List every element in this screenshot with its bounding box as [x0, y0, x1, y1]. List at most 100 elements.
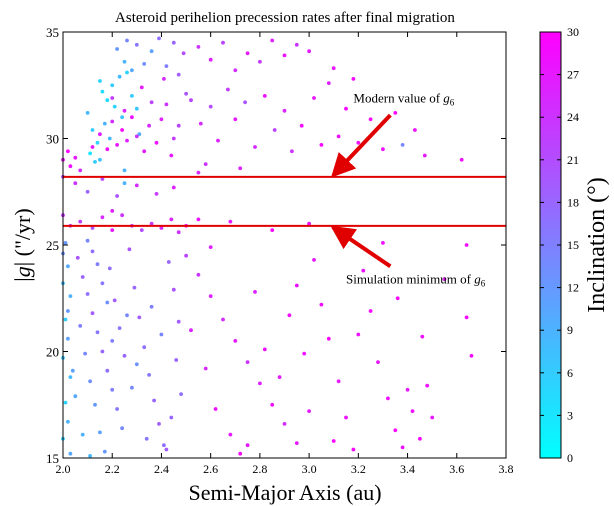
data-point — [294, 441, 299, 445]
data-point — [184, 91, 189, 96]
data-point — [142, 149, 147, 154]
data-point — [216, 138, 220, 143]
data-point — [326, 336, 331, 341]
data-point — [110, 83, 115, 88]
y-tick-label: 25 — [46, 238, 59, 253]
data-point — [102, 121, 107, 126]
data-point — [381, 147, 385, 152]
data-point — [344, 415, 348, 420]
data-point — [258, 59, 262, 64]
data-point — [144, 436, 149, 441]
data-point — [196, 170, 201, 175]
data-point — [179, 392, 184, 396]
data-point — [68, 294, 73, 298]
data-point — [110, 119, 115, 124]
data-point — [270, 38, 275, 43]
data-point — [107, 266, 112, 271]
data-point — [120, 115, 124, 120]
data-point — [258, 381, 262, 386]
data-point — [233, 339, 238, 343]
data-point — [105, 147, 110, 152]
data-point — [68, 451, 73, 456]
data-point — [221, 40, 225, 45]
data-point — [100, 349, 105, 354]
data-point — [282, 53, 287, 58]
data-point — [130, 385, 134, 390]
data-point — [381, 241, 385, 245]
colorbar-tick-label: 18 — [567, 195, 579, 209]
data-point — [245, 443, 250, 448]
data-point — [134, 362, 139, 367]
data-point — [312, 258, 316, 262]
data-point — [83, 351, 87, 356]
data-point — [73, 155, 78, 160]
data-point — [344, 106, 348, 111]
data-point — [122, 108, 127, 113]
data-point — [169, 415, 174, 420]
x-tick-label: 2.2 — [105, 462, 120, 476]
data-point — [152, 398, 157, 403]
data-point — [149, 221, 154, 226]
data-point — [171, 185, 176, 190]
data-point — [174, 358, 179, 362]
data-point — [400, 143, 405, 147]
data-point — [149, 100, 154, 105]
data-point — [166, 260, 171, 264]
x-tick-label: 2.4 — [154, 462, 169, 476]
data-point — [425, 383, 430, 388]
data-point — [459, 157, 464, 162]
data-point — [142, 345, 147, 350]
data-point — [125, 313, 129, 318]
data-point — [162, 443, 166, 448]
data-point — [226, 87, 230, 92]
colorbar-tick-label: 27 — [567, 68, 579, 82]
data-point — [125, 70, 129, 75]
data-point — [464, 315, 469, 320]
data-point — [88, 151, 92, 156]
data-point — [115, 143, 119, 147]
data-point — [137, 315, 142, 320]
data-point — [90, 145, 95, 149]
data-point — [164, 64, 169, 68]
data-point — [130, 115, 134, 120]
data-point — [243, 100, 248, 105]
colorbar-tick-label: 24 — [567, 110, 579, 124]
data-point — [233, 68, 238, 73]
data-point — [361, 268, 366, 273]
data-point — [331, 439, 336, 443]
data-point — [270, 228, 275, 233]
data-point — [196, 45, 201, 49]
annotation-label: Simulation minimum of g6 — [346, 271, 486, 288]
data-point — [164, 102, 169, 107]
data-point — [130, 68, 134, 73]
data-point — [171, 287, 176, 292]
data-point — [176, 72, 181, 77]
data-point — [319, 302, 324, 307]
data-point — [134, 134, 139, 139]
data-point — [112, 298, 117, 303]
data-point — [112, 104, 117, 109]
data-point — [203, 162, 208, 167]
data-point — [169, 153, 174, 158]
data-point — [228, 219, 233, 224]
y-axis-ticks: 15 20 25 30 35 — [46, 25, 506, 466]
data-point — [189, 98, 193, 103]
data-point — [120, 128, 124, 132]
data-point — [302, 351, 307, 356]
data-point — [120, 213, 124, 218]
x-tick-label: 2.0 — [56, 462, 71, 476]
data-point — [208, 104, 213, 109]
x-tick-label: 3.6 — [449, 462, 464, 476]
data-point — [351, 447, 356, 452]
data-point — [393, 111, 398, 115]
data-point — [253, 145, 257, 149]
data-point — [376, 360, 380, 364]
data-point — [208, 57, 213, 62]
data-point — [130, 94, 134, 98]
data-point — [90, 311, 95, 316]
data-point — [176, 230, 181, 235]
data-point — [127, 247, 132, 252]
annotation-arrow — [330, 113, 392, 178]
data-point — [413, 128, 417, 132]
